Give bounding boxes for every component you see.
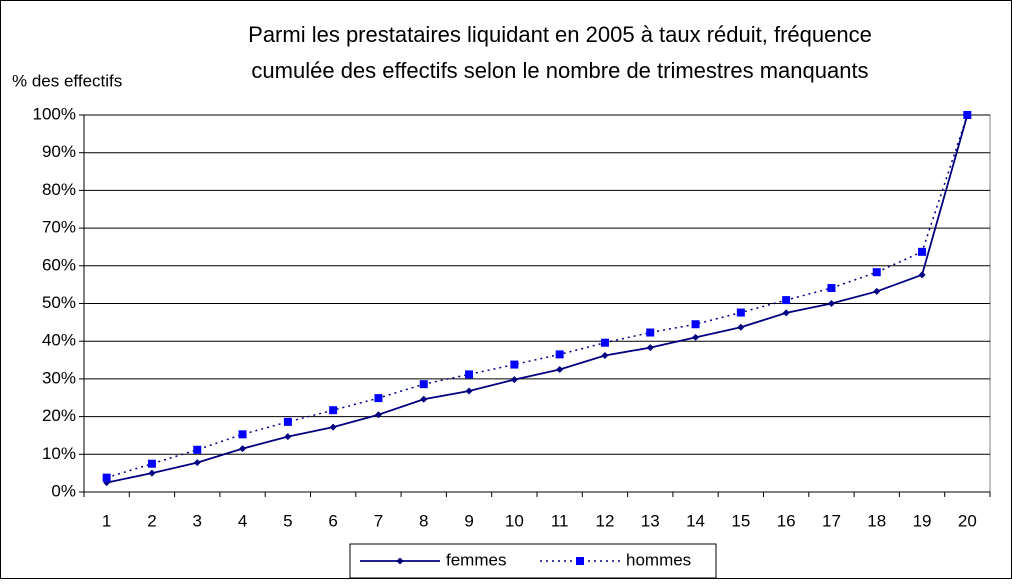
marker — [193, 459, 201, 467]
marker — [419, 380, 428, 389]
marker — [918, 247, 927, 256]
marker — [329, 423, 337, 431]
marker — [102, 473, 111, 482]
x-tick-label: 14 — [686, 511, 705, 530]
y-tick-label: 70% — [42, 218, 76, 237]
x-tick-label: 17 — [822, 511, 841, 530]
marker — [555, 350, 564, 359]
marker — [510, 360, 519, 369]
marker — [782, 309, 790, 317]
y-tick-label: 90% — [42, 142, 76, 161]
marker — [193, 445, 202, 454]
y-axis-label: % des effectifs — [12, 71, 122, 90]
x-tick-label: 10 — [505, 511, 524, 530]
x-tick-label: 18 — [867, 511, 886, 530]
marker — [782, 296, 791, 305]
y-tick-label: 60% — [42, 255, 76, 274]
legend-marker — [576, 557, 584, 565]
x-tick-label: 16 — [777, 511, 796, 530]
legend-marker — [396, 557, 404, 565]
marker — [918, 271, 926, 279]
marker — [465, 370, 474, 379]
legend-label: hommes — [626, 550, 691, 569]
marker — [691, 320, 700, 329]
marker — [646, 328, 655, 337]
marker — [646, 344, 654, 352]
marker — [692, 333, 700, 341]
marker — [872, 268, 881, 277]
marker — [147, 459, 156, 468]
y-tick-label: 100% — [33, 104, 76, 123]
x-tick-label: 19 — [913, 511, 932, 530]
marker — [148, 469, 156, 477]
marker — [737, 323, 745, 331]
x-tick-label: 2 — [147, 511, 156, 530]
x-tick-label: 11 — [551, 511, 569, 530]
marker — [827, 300, 835, 307]
series-line — [106, 114, 969, 484]
marker — [238, 430, 247, 439]
x-tick-label: 5 — [283, 511, 292, 530]
x-tick-label: 3 — [193, 511, 202, 530]
x-tick-label: 8 — [419, 511, 428, 530]
y-tick-label: 0% — [51, 481, 76, 500]
x-tick-label: 20 — [958, 511, 977, 530]
series-line — [106, 114, 969, 479]
marker — [374, 411, 382, 419]
x-tick-label: 12 — [595, 511, 614, 530]
x-tick-label: 13 — [641, 511, 660, 530]
marker — [284, 433, 292, 441]
x-tick-label: 1 — [102, 511, 111, 530]
y-tick-label: 50% — [42, 293, 76, 312]
marker — [329, 406, 338, 415]
marker — [420, 395, 428, 403]
marker — [827, 284, 836, 293]
y-tick-label: 40% — [42, 331, 76, 350]
x-tick-label: 6 — [328, 511, 337, 530]
x-tick-label: 15 — [731, 511, 750, 530]
marker — [556, 365, 564, 373]
legend-label: femmes — [446, 550, 506, 569]
marker — [873, 287, 881, 295]
marker — [600, 338, 609, 347]
chart-title: Parmi les prestataires liquidant en 2005… — [248, 22, 872, 47]
y-tick-label: 80% — [42, 180, 76, 199]
marker — [510, 376, 518, 384]
x-tick-label: 7 — [374, 511, 383, 530]
x-tick-label: 4 — [238, 511, 247, 530]
x-tick-label: 9 — [464, 511, 473, 530]
marker — [736, 308, 745, 317]
marker — [963, 111, 972, 119]
y-tick-label: 20% — [42, 406, 76, 425]
marker — [283, 417, 292, 426]
marker — [601, 352, 609, 360]
y-tick-label: 30% — [42, 368, 76, 387]
y-tick-label: 10% — [42, 444, 76, 463]
chart-title: cumulée des effectifs selon le nombre de… — [251, 58, 868, 83]
marker — [465, 387, 473, 395]
marker — [239, 445, 247, 453]
marker — [374, 394, 383, 403]
